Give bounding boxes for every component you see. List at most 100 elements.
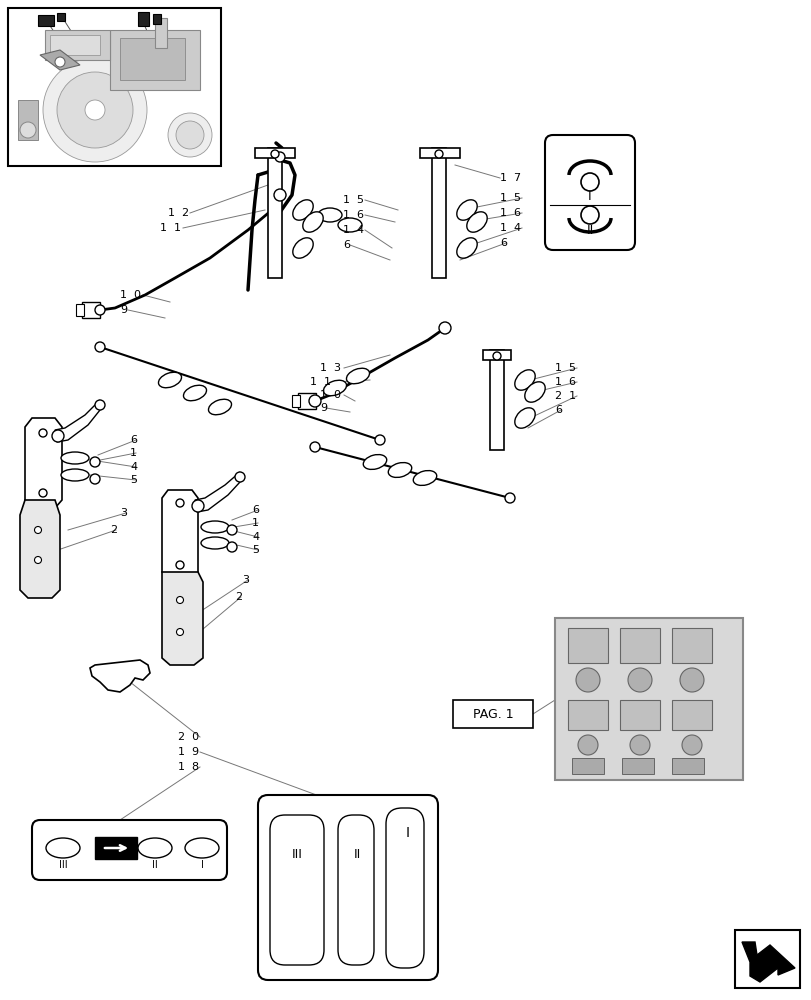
Bar — [620, 628, 659, 663]
Bar — [268, 148, 281, 278]
Text: 1  9: 1 9 — [178, 747, 199, 757]
Circle shape — [435, 150, 443, 158]
FancyBboxPatch shape — [337, 815, 374, 965]
Polygon shape — [25, 418, 62, 508]
Circle shape — [581, 173, 599, 191]
Circle shape — [176, 561, 184, 569]
Text: 5: 5 — [130, 475, 137, 485]
Circle shape — [176, 628, 183, 636]
Polygon shape — [55, 400, 100, 442]
Bar — [292, 395, 299, 407]
Circle shape — [176, 499, 184, 507]
Text: 6: 6 — [554, 405, 561, 415]
Bar — [672, 700, 711, 730]
Circle shape — [55, 57, 65, 67]
Text: I: I — [200, 860, 204, 870]
Circle shape — [227, 542, 237, 552]
Bar — [483, 350, 510, 360]
Bar — [298, 393, 315, 409]
Circle shape — [20, 122, 36, 138]
Text: 1  4: 1 4 — [342, 225, 363, 235]
Circle shape — [577, 735, 597, 755]
Text: 1  5: 1 5 — [342, 195, 363, 205]
Text: 4: 4 — [130, 462, 137, 472]
Circle shape — [273, 189, 285, 201]
Ellipse shape — [293, 200, 313, 220]
Text: 6: 6 — [342, 240, 350, 250]
Circle shape — [679, 668, 703, 692]
Text: 1  0: 1 0 — [120, 290, 141, 300]
Bar — [571, 758, 603, 774]
Text: III: III — [291, 848, 302, 861]
Text: 1  6: 1 6 — [342, 210, 363, 220]
Ellipse shape — [61, 469, 89, 481]
Text: 3: 3 — [120, 508, 127, 518]
Text: 1  1: 1 1 — [160, 223, 181, 233]
FancyBboxPatch shape — [544, 135, 634, 250]
Ellipse shape — [293, 238, 313, 258]
Text: 1  6: 1 6 — [500, 208, 521, 218]
Text: 1: 1 — [251, 518, 259, 528]
Circle shape — [34, 556, 41, 564]
Circle shape — [575, 668, 599, 692]
Circle shape — [34, 526, 41, 534]
Circle shape — [95, 400, 105, 410]
Bar — [621, 758, 653, 774]
Bar — [568, 628, 607, 663]
Ellipse shape — [201, 521, 229, 533]
Ellipse shape — [46, 838, 80, 858]
Text: 1  5: 1 5 — [554, 363, 575, 373]
Text: PAG. 1: PAG. 1 — [472, 708, 513, 720]
Circle shape — [310, 442, 320, 452]
FancyBboxPatch shape — [270, 815, 324, 965]
Ellipse shape — [138, 838, 172, 858]
Circle shape — [310, 396, 320, 406]
Ellipse shape — [208, 399, 231, 415]
Circle shape — [227, 525, 237, 535]
Text: 2: 2 — [109, 525, 117, 535]
Text: 1  0: 1 0 — [320, 390, 341, 400]
Circle shape — [39, 429, 47, 437]
Bar — [152, 14, 161, 24]
Circle shape — [85, 100, 105, 120]
Text: 1  5: 1 5 — [500, 193, 521, 203]
Text: 1  8: 1 8 — [178, 762, 199, 772]
Circle shape — [43, 58, 147, 162]
Ellipse shape — [413, 471, 436, 485]
Text: II: II — [152, 860, 157, 870]
Bar — [568, 700, 607, 730]
Polygon shape — [20, 500, 60, 598]
Ellipse shape — [466, 212, 487, 232]
Bar — [76, 304, 84, 316]
Ellipse shape — [323, 380, 346, 396]
Text: 6: 6 — [500, 238, 506, 248]
Circle shape — [168, 113, 212, 157]
Circle shape — [581, 206, 599, 224]
Polygon shape — [109, 30, 200, 90]
Circle shape — [275, 152, 285, 162]
Polygon shape — [18, 25, 215, 160]
Ellipse shape — [524, 382, 544, 402]
Circle shape — [375, 435, 384, 445]
Polygon shape — [195, 472, 240, 512]
Text: 3: 3 — [242, 575, 249, 585]
Circle shape — [191, 500, 204, 512]
Circle shape — [95, 342, 105, 352]
Circle shape — [439, 322, 450, 334]
Circle shape — [627, 668, 651, 692]
FancyBboxPatch shape — [32, 820, 227, 880]
Ellipse shape — [514, 370, 534, 390]
Text: I: I — [587, 190, 591, 203]
Text: 1  7: 1 7 — [500, 173, 521, 183]
Text: 6: 6 — [251, 505, 259, 515]
Text: 9: 9 — [120, 305, 127, 315]
Polygon shape — [162, 572, 203, 665]
Bar — [672, 758, 703, 774]
Bar — [489, 350, 504, 450]
Bar — [255, 148, 294, 158]
Bar — [453, 700, 532, 728]
Bar — [734, 930, 799, 988]
Text: 6: 6 — [130, 435, 137, 445]
Ellipse shape — [183, 385, 206, 401]
Polygon shape — [90, 660, 150, 692]
